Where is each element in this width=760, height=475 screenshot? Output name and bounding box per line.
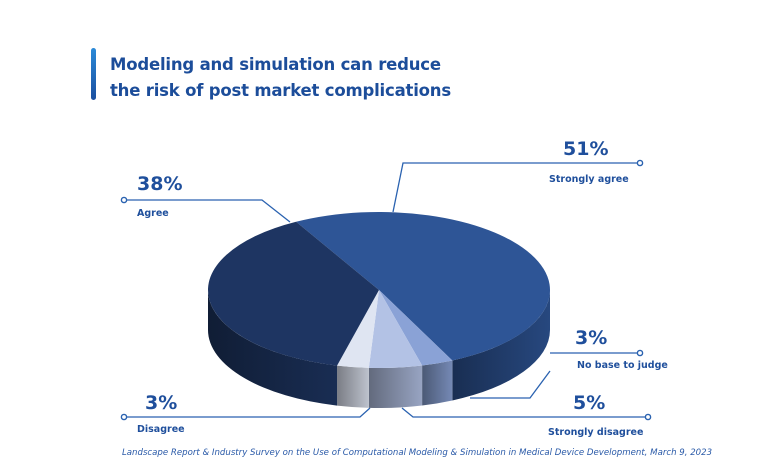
label-no-base: No base to judge bbox=[577, 360, 668, 371]
label-agree: Agree bbox=[137, 208, 169, 219]
pie-slice-no-base-to-judge bbox=[379, 290, 453, 366]
chart-title: Modeling and simulation can reduce the r… bbox=[110, 52, 451, 104]
label-strongly-disagree: Strongly disagree bbox=[548, 427, 644, 438]
callout-disagree-endpoint bbox=[120, 413, 128, 421]
callout-no-base-endpoint bbox=[636, 349, 644, 357]
pie-slice-disagree bbox=[337, 290, 379, 368]
label-strongly-agree: Strongly agree bbox=[549, 174, 629, 185]
callout-no-base-pointer bbox=[470, 370, 551, 399]
callout-strongly-disagree bbox=[401, 407, 648, 418]
callout-agree bbox=[124, 199, 291, 223]
pie-slice-agree bbox=[207, 221, 379, 366]
pct-agree: 38% bbox=[137, 173, 183, 195]
pie-side-disagree bbox=[337, 365, 369, 408]
pie-side-agree bbox=[208, 290, 338, 406]
callout-disagree bbox=[124, 407, 371, 418]
pie-slice-strongly-agree bbox=[296, 212, 550, 361]
pct-disagree: 3% bbox=[145, 392, 178, 414]
pie-slice-strongly-disagree bbox=[368, 290, 423, 368]
pct-no-base: 3% bbox=[575, 327, 608, 349]
title-line-2: the risk of post market complications bbox=[110, 81, 451, 100]
pct-strongly-agree: 51% bbox=[563, 138, 609, 160]
pie-side-strongly-agree bbox=[452, 290, 550, 401]
pct-strongly-disagree: 5% bbox=[573, 392, 606, 414]
callout-strongly-agree-endpoint bbox=[636, 159, 644, 167]
source-note: Landscape Report & Industry Survey on th… bbox=[122, 448, 713, 458]
callout-agree-endpoint bbox=[120, 196, 128, 204]
pie-side-no-base-to-judge bbox=[422, 360, 453, 406]
label-disagree: Disagree bbox=[137, 424, 185, 435]
title-line-1: Modeling and simulation can reduce bbox=[110, 55, 441, 74]
callout-strongly-agree bbox=[392, 162, 640, 213]
title-accent-bar bbox=[91, 48, 96, 100]
callout-strongly-disagree-endpoint bbox=[644, 413, 652, 421]
pie-side-strongly-disagree bbox=[368, 365, 423, 408]
